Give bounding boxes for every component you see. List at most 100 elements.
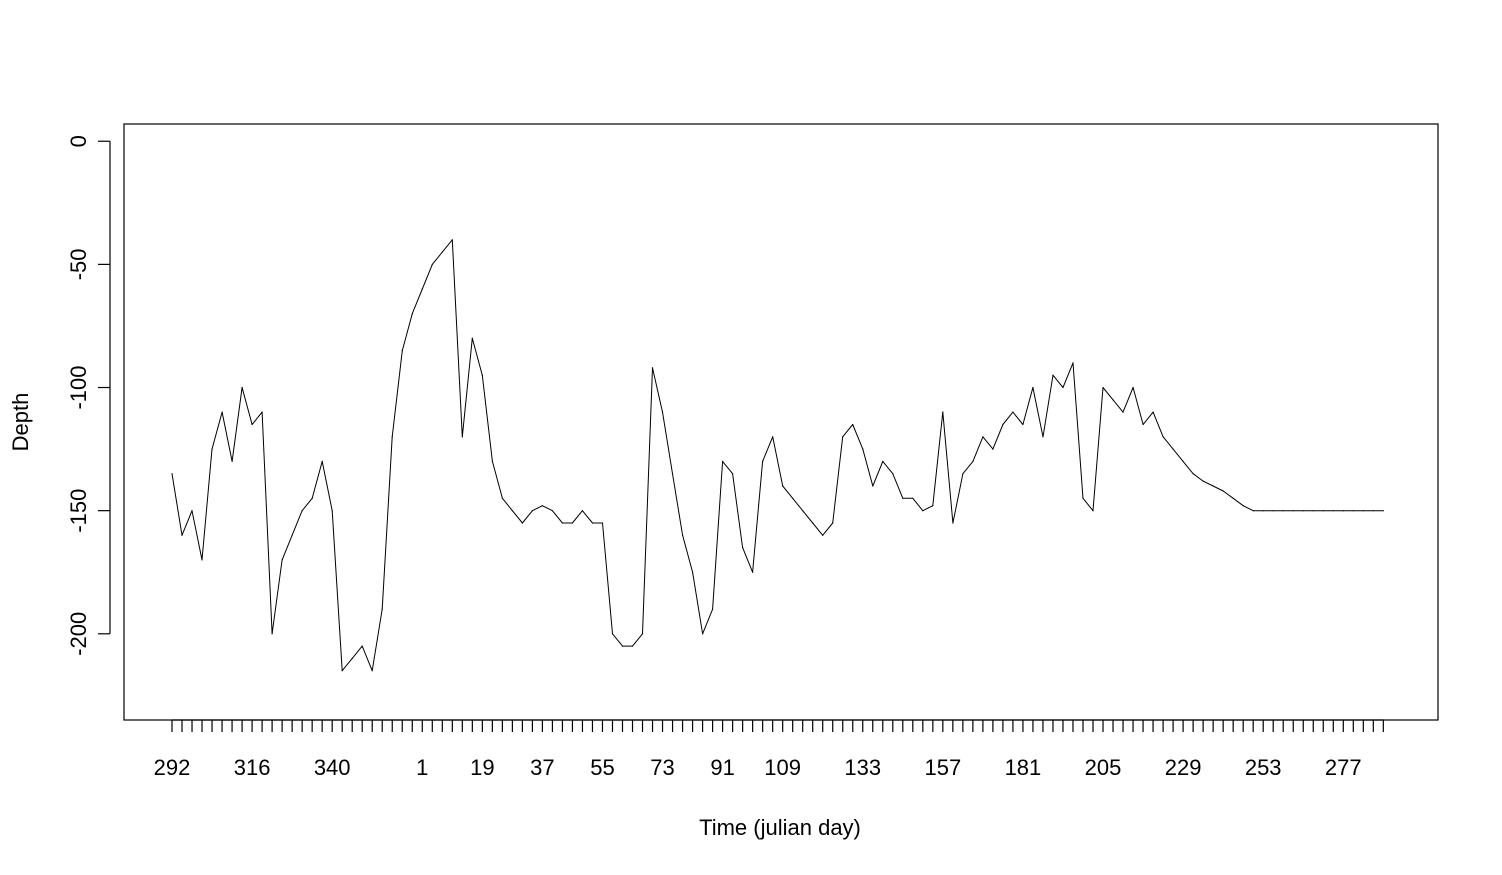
depth-point [1202,480,1204,482]
depth-point [371,670,373,672]
depth-point [1122,411,1124,413]
depth-point [481,374,483,376]
x-tick-label: 277 [1325,755,1362,780]
depth-point [671,473,674,475]
depth-point [842,436,844,438]
x-tick-label: 1 [416,755,428,780]
x-tick-label: 157 [924,755,961,780]
depth-point [1162,436,1164,438]
depth-point [1012,411,1014,413]
depth-point [191,510,193,512]
depth-point [271,633,273,635]
depth-point [301,510,303,512]
depth-point [661,411,664,413]
depth-point [692,571,694,573]
depth-point [441,251,443,253]
depth-point [1172,448,1174,450]
depth-point [982,436,984,438]
depth-point [1182,460,1184,462]
x-tick-label: 316 [234,755,271,780]
depth-point [541,505,544,507]
depth-point [742,547,744,549]
depth-point [611,633,614,635]
depth-point [682,534,684,536]
depth-point [862,448,864,450]
depth-point [1062,386,1064,389]
depth-point [641,633,644,635]
y-tick-label: -200 [66,612,91,656]
depth-point [1002,423,1004,426]
y-tick-label: -50 [66,248,91,280]
depth-point [902,497,904,499]
depth-point [762,460,764,462]
depth-point [1102,386,1104,389]
depth-point [822,534,824,536]
depth-point [361,645,363,647]
depth-point [1112,399,1114,401]
depth-point [942,411,944,413]
depth-point [1332,510,1334,512]
depth-point [722,460,724,462]
depth-point [1352,510,1354,512]
depth-point [331,510,333,512]
depth-point [1262,510,1264,512]
x-axis-label: Time (julian day) [699,815,861,840]
depth-point [511,510,513,512]
y-tick-label: -150 [66,489,91,533]
depth-point [912,497,914,499]
x-tick-label: 109 [764,755,801,780]
depth-point [1362,510,1364,512]
depth-point [932,505,934,507]
depth-point [1232,497,1234,499]
depth-point [521,522,524,524]
depth-point [351,657,353,660]
x-tick-label: 292 [154,755,191,780]
depth-point [882,460,884,462]
depth-point [802,510,804,512]
depth-point [892,473,894,475]
depth-point [972,460,974,462]
x-tick-label: 91 [710,755,734,780]
x-tick-label: 205 [1085,755,1122,780]
x-tick-label: 55 [590,755,614,780]
y-tick-label: 0 [66,135,91,147]
depth-point [281,559,283,561]
depth-point [631,645,634,647]
depth-point [601,522,604,524]
depth-point [962,473,964,475]
depth-point [1342,510,1344,512]
depth-point [1042,436,1044,438]
depth-point [1222,490,1224,492]
y-tick-label: -100 [66,365,91,409]
depth-point [852,423,854,426]
depth-point [1022,423,1024,426]
x-tick-label: 73 [650,755,674,780]
depth-point [1152,411,1154,413]
depth-point [431,263,433,265]
depth-point [251,423,253,426]
depth-point [1292,510,1294,512]
depth-point [181,534,183,536]
depth-point [241,386,243,389]
depth-point [461,436,463,438]
x-tick-label: 19 [470,755,494,780]
depth-point [1142,423,1144,426]
depth-point [702,633,704,635]
depth-point [381,608,383,610]
depth-point [321,460,323,462]
depth-point [1072,362,1074,364]
depth-point [1312,510,1314,512]
depth-point [571,522,574,524]
plot-frame [123,123,1439,721]
depth-point [1272,510,1274,512]
depth-point [411,313,413,315]
y-axis-label: Depth [8,393,33,452]
depth-point [832,522,834,524]
depth-point [732,473,734,475]
depth-point [501,497,503,499]
y-axis: 0 -50 -100 -150 -200 [66,135,111,656]
depth-point [1082,497,1084,499]
depth-point [421,288,423,290]
depth-point [261,411,263,413]
